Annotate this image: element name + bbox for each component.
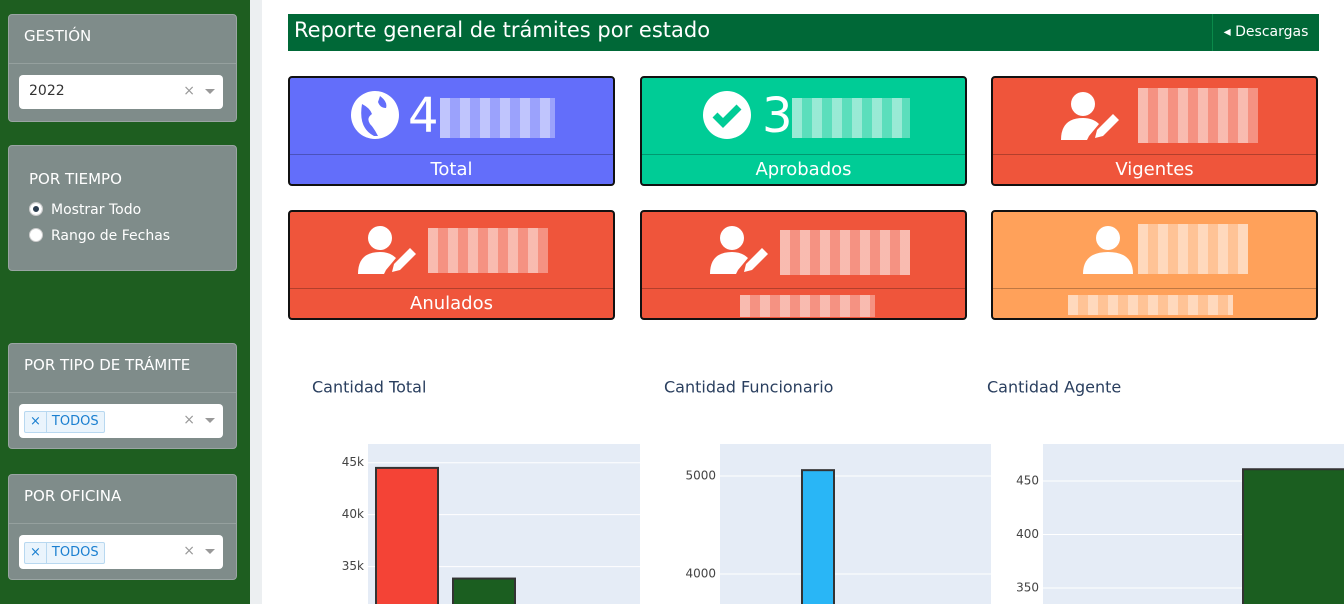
- radio-label: Mostrar Todo: [51, 202, 142, 218]
- select-value: 2022: [29, 83, 65, 99]
- header: Reporte general de trámites por estado ◂…: [288, 14, 1319, 51]
- header-title: Reporte general de trámites por estado: [294, 18, 711, 42]
- card-value: 3: [762, 88, 793, 144]
- bar: [375, 466, 439, 604]
- card-label: Aprobados: [642, 154, 965, 184]
- redacted: [1138, 224, 1248, 274]
- user-edit-icon: [710, 226, 768, 274]
- radio-option[interactable]: Mostrar Todo: [29, 202, 141, 218]
- y-tick-label: 450: [1016, 474, 1039, 488]
- check-icon: [703, 91, 751, 139]
- user-icon: [1083, 226, 1133, 274]
- user-edit-icon: [358, 226, 416, 274]
- y-tick-label: 35k: [342, 559, 364, 573]
- card: 3 Aprobados: [640, 76, 967, 186]
- card: [991, 210, 1318, 320]
- panel-title: POR TIPO DE TRÁMITE: [9, 344, 236, 393]
- tag-label: TODOS: [51, 545, 99, 560]
- card-label: Total: [290, 154, 613, 184]
- download-button[interactable]: ◂ Descargas: [1212, 14, 1319, 51]
- bar: [801, 469, 835, 604]
- panel-title: POR TIEMPO: [29, 170, 122, 188]
- redacted: [440, 98, 555, 138]
- gestion-select[interactable]: 2022 ×: [19, 75, 223, 109]
- user-edit-icon: [1061, 92, 1119, 140]
- chart-title: Cantidad Agente: [987, 378, 1121, 397]
- sidebar: GESTIÓN 2022 × POR TIEMPO Mostrar Todo Ra…: [0, 0, 250, 604]
- tiempo-panel: POR TIEMPO Mostrar Todo Rango de Fechas: [8, 145, 237, 271]
- card: Anulados: [288, 210, 615, 320]
- bar: [1242, 468, 1344, 604]
- chart-title: Cantidad Total: [312, 378, 426, 397]
- tipo-panel: POR TIPO DE TRÁMITE × TODOS ×: [8, 343, 237, 449]
- y-tick-label: 4000: [685, 567, 716, 581]
- plot-area: [720, 444, 991, 604]
- card: 4 Total: [288, 76, 615, 186]
- bar: [452, 577, 516, 604]
- card-label: [642, 288, 965, 318]
- y-tick-label: 350: [1016, 580, 1039, 594]
- card-label: [993, 288, 1316, 318]
- y-tick-label: 5000: [685, 469, 716, 483]
- card-label: Anulados: [290, 288, 613, 318]
- card-value: 4: [408, 88, 439, 144]
- globe-icon: [351, 91, 399, 139]
- tag-label: TODOS: [51, 414, 99, 429]
- card-label: Vigentes: [993, 154, 1316, 184]
- button-label: Descargas: [1235, 24, 1309, 40]
- panel-title: GESTIÓN: [9, 15, 236, 64]
- tipo-select[interactable]: × TODOS ×: [19, 404, 223, 438]
- redacted: [1138, 88, 1258, 143]
- redacted: [428, 228, 548, 273]
- redacted: [780, 230, 910, 275]
- redacted: [792, 98, 910, 138]
- oficina-panel: POR OFICINA × TODOS ×: [8, 474, 237, 580]
- y-tick-label: 400: [1016, 527, 1039, 541]
- oficina-select[interactable]: × TODOS ×: [19, 535, 223, 569]
- radio-option[interactable]: Rango de Fechas: [29, 228, 170, 244]
- radio-label: Rango de Fechas: [51, 228, 171, 244]
- y-tick-label: 40k: [342, 507, 364, 521]
- card: [640, 210, 967, 320]
- card: Vigentes: [991, 76, 1318, 186]
- gestion-panel: GESTIÓN 2022 ×: [8, 14, 237, 122]
- divider: [250, 0, 262, 604]
- chart-title: Cantidad Funcionario: [664, 378, 833, 397]
- panel-title: POR OFICINA: [9, 475, 236, 524]
- y-tick-label: 45k: [342, 455, 364, 469]
